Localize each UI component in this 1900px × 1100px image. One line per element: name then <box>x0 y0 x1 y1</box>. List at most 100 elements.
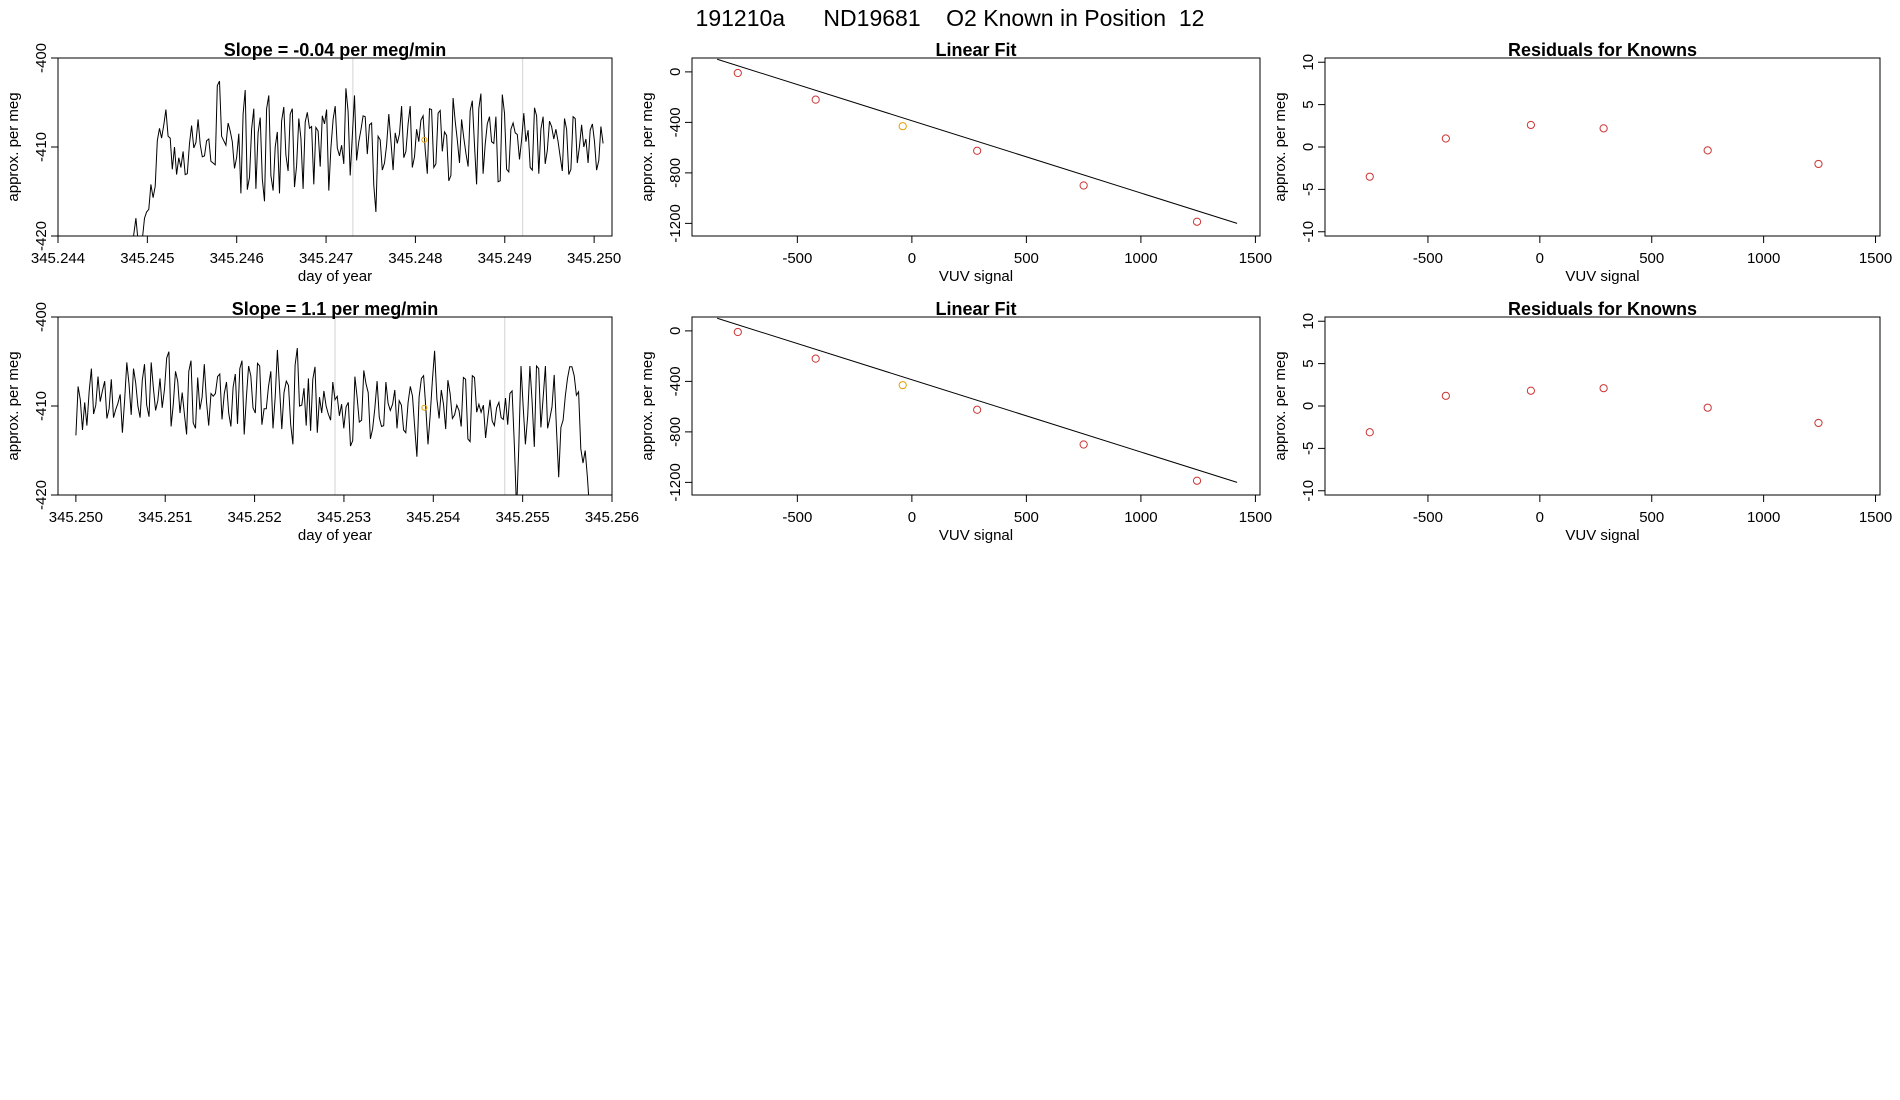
chart-panel-4: 345.250 345.251 345.252 345.253 345.254 345.2… <box>5 299 639 544</box>
data-point <box>1703 146 1712 155</box>
x-tick-label: 1500 <box>1859 250 1892 267</box>
x-axis-label: day of year <box>298 268 372 285</box>
y-tick-label: 0 <box>667 327 684 335</box>
x-axis-label: VUV signal <box>939 268 1013 285</box>
plot-area <box>717 58 1238 226</box>
y-tick-label: -410 <box>33 132 50 162</box>
y-tick-label: -400 <box>667 107 684 137</box>
x-tick-label: 1000 <box>1124 509 1157 526</box>
x-tick-label: 1500 <box>1859 509 1892 526</box>
data-point <box>973 146 982 155</box>
y-axis: -10 -5 0 5 10 approx. per meg <box>1272 313 1326 502</box>
x-tick-label: 1000 <box>1124 250 1157 267</box>
y-axis-label: approx. per meg <box>639 351 656 460</box>
x-axis-label: VUV signal <box>1565 527 1639 544</box>
highlight-point <box>421 404 428 411</box>
x-tick-label: 500 <box>1014 250 1039 267</box>
y-tick-label: -410 <box>33 391 50 421</box>
y-tick-label: 10 <box>1300 313 1317 330</box>
x-tick-label: 345.252 <box>227 509 281 526</box>
y-axis: -1200 -800 -400 0 approx. per meg <box>639 327 693 502</box>
x-tick-label: -500 <box>782 250 812 267</box>
x-tick-label: 0 <box>908 250 916 267</box>
x-tick-label: 345.250 <box>49 509 103 526</box>
y-axis: -1200 -800 -400 0 approx. per meg <box>639 68 693 243</box>
fit-line <box>717 58 1238 224</box>
data-point <box>1814 418 1823 428</box>
y-axis-label: approx. per meg <box>5 92 22 201</box>
x-tick-label: 345.251 <box>138 509 192 526</box>
y-tick-label: -10 <box>1300 480 1317 502</box>
x-tick-label: -500 <box>1413 509 1443 526</box>
y-tick-label: 5 <box>1300 100 1317 108</box>
y-axis: -420 -410 -400 approx. per meg <box>5 302 59 510</box>
data-point <box>1599 124 1608 133</box>
x-axis: 345.250 345.251 345.252 345.253 345.254 345.2… <box>49 494 639 544</box>
x-tick-label: -500 <box>782 509 812 526</box>
y-tick-label: -400 <box>33 302 50 332</box>
x-tick-label: 345.244 <box>31 250 85 267</box>
series-line <box>75 348 590 495</box>
data-point <box>973 405 982 414</box>
chart-title: Linear Fit <box>935 40 1016 60</box>
plot-area <box>75 317 590 495</box>
y-tick-label: -800 <box>667 158 684 188</box>
data-point <box>1192 476 1202 485</box>
data-point <box>1441 134 1450 143</box>
chart-panel-6: -500 0 500 1000 1500 VUV signal -10 -5 0 5 10 appro… <box>1272 299 1892 544</box>
y-tick-label: 0 <box>667 68 684 76</box>
x-axis-label: VUV signal <box>1565 268 1639 285</box>
x-tick-label: 0 <box>1536 509 1544 526</box>
y-tick-label: -10 <box>1300 221 1317 243</box>
data-point <box>1599 384 1608 393</box>
data-point <box>1365 428 1374 437</box>
y-tick-label: -420 <box>33 221 50 251</box>
data-point <box>1079 440 1088 449</box>
highlight-point <box>421 136 428 143</box>
x-tick-label: 0 <box>1536 250 1544 267</box>
y-axis: -420 -410 -400 approx. per meg <box>5 43 59 251</box>
y-tick-label: 5 <box>1300 359 1317 367</box>
x-tick-label: -500 <box>1413 250 1443 267</box>
data-point <box>1365 172 1374 181</box>
x-tick-label: 0 <box>908 509 916 526</box>
x-tick-label: 345.246 <box>210 250 264 267</box>
plot-area <box>717 317 1238 485</box>
data-point <box>1526 386 1535 395</box>
x-axis: -500 0 500 1000 1500 VUV signal <box>1413 235 1892 285</box>
x-tick-label: 1000 <box>1747 509 1780 526</box>
x-axis: -500 0 500 1000 1500 VUV signal <box>1413 494 1892 544</box>
plot-area <box>1365 384 1823 437</box>
y-tick-label: -1200 <box>667 463 684 501</box>
x-tick-label: 500 <box>1639 250 1664 267</box>
x-tick-label: 1500 <box>1239 250 1272 267</box>
page-title: 191210a ND19681 O2 Known in Position 12 <box>696 5 1205 31</box>
x-axis-label: day of year <box>298 527 372 544</box>
chart-panel-3: -500 0 500 1000 1500 VUV signal -10 -5 0 5 10 appro… <box>1272 40 1892 285</box>
plot-frame <box>1324 57 1881 237</box>
x-tick-label: 1000 <box>1747 250 1780 267</box>
data-point <box>1441 391 1450 400</box>
plot-area <box>133 58 604 236</box>
plot-frame <box>1324 316 1881 496</box>
x-tick-label: 345.247 <box>299 250 353 267</box>
y-axis-label: approx. per meg <box>5 351 22 460</box>
plot-area <box>1365 120 1823 181</box>
x-tick-label: 345.254 <box>406 509 460 526</box>
data-point <box>1192 217 1202 226</box>
x-axis-label: VUV signal <box>939 527 1013 544</box>
chart-title: Slope = 1.1 per meg/min <box>232 299 439 319</box>
y-tick-label: -800 <box>667 417 684 447</box>
x-tick-label: 345.245 <box>120 250 174 267</box>
y-axis-label: approx. per meg <box>639 92 656 201</box>
y-tick-label: -420 <box>33 480 50 510</box>
x-tick-label: 345.250 <box>567 250 621 267</box>
chart-panel-5: -500 0 500 1000 1500 VUV signal -1200 -800 -400 0… <box>639 299 1272 544</box>
chart-title: Residuals for Knowns <box>1508 40 1697 60</box>
chart-panel-2: -500 0 500 1000 1500 VUV signal -1200 -800 -400 0… <box>639 40 1272 285</box>
chart-title: Slope = -0.04 per meg/min <box>224 40 447 60</box>
x-tick-label: 345.248 <box>388 250 442 267</box>
y-tick-label: -5 <box>1300 442 1317 455</box>
chart-panel-1: 345.244 345.245 345.246 345.247 345.248 345.2… <box>5 40 621 285</box>
